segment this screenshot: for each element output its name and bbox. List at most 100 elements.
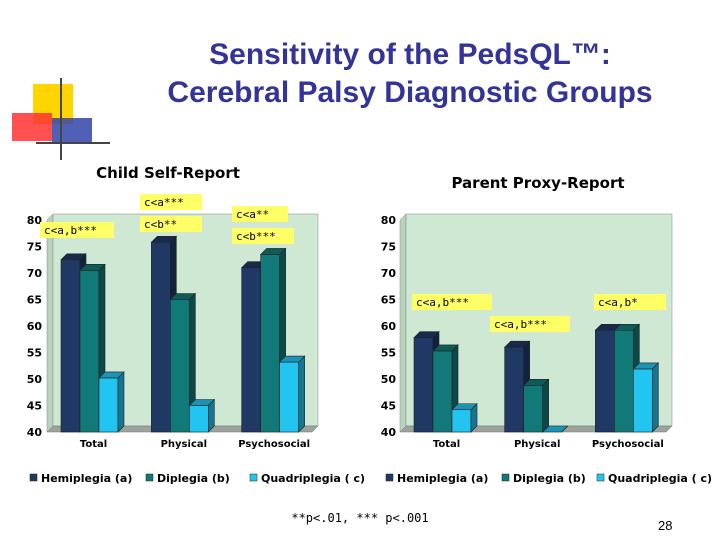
charts-area: Child Self-Report 40 45 50 55 60 65 70 75 80 Total… xyxy=(27,164,712,485)
bar-front xyxy=(151,241,171,433)
bar xyxy=(79,263,106,433)
annotation-text: c<a*** xyxy=(144,196,184,209)
category-label: Total xyxy=(80,439,107,450)
annotation-text: c<b*** xyxy=(236,230,276,243)
chart-2: Parent Proxy-Report 40 45 50 55 60 65 70 75 80 Tot… xyxy=(381,174,712,485)
y-tick-label: 60 xyxy=(27,320,43,333)
y-tick-label: 70 xyxy=(381,267,397,280)
category-label: Physical xyxy=(161,439,207,450)
legend-label: Diplegia (b) xyxy=(513,472,586,485)
bar-front xyxy=(260,254,280,433)
annotation-text: c<a** xyxy=(236,208,269,221)
logo-blue-square xyxy=(52,118,92,144)
y-tick-label: 40 xyxy=(27,426,43,439)
significance-footnote: **p<.01, *** p<.001 xyxy=(291,511,429,525)
y-tick-label: 50 xyxy=(27,373,43,386)
bar-front xyxy=(451,409,472,433)
page-number: 28 xyxy=(658,518,673,533)
bar xyxy=(188,398,216,433)
bar-front xyxy=(241,267,261,433)
y-tick-label: 80 xyxy=(27,214,43,227)
decorative-logo xyxy=(12,78,110,160)
annotation-text: c<a,b*** xyxy=(494,318,547,331)
y-tick-label: 65 xyxy=(381,294,396,307)
annotation-box xyxy=(140,216,202,232)
annotation-box xyxy=(594,294,666,310)
significance-annotation: c<a,b*** xyxy=(412,294,492,310)
bar-front xyxy=(595,329,615,433)
y-tick-label: 45 xyxy=(381,400,396,413)
bar-front xyxy=(413,337,434,433)
plot-side-wall xyxy=(46,213,54,433)
significance-annotation: c<b*** xyxy=(232,228,294,244)
significance-annotation: c<a,b*** xyxy=(40,222,114,238)
bar xyxy=(98,371,125,433)
legend-label: Hemiplegia (a) xyxy=(41,472,132,485)
legend-swatch xyxy=(385,473,394,482)
significance-annotation: c<a** xyxy=(232,206,288,222)
annotation-text: c<a,b*** xyxy=(44,224,97,237)
chart-1: Child Self-Report 40 45 50 55 60 65 70 75 80 Total… xyxy=(27,164,365,485)
bar-side xyxy=(542,378,549,433)
significance-annotation: c<a,b*** xyxy=(490,316,570,332)
bar-side xyxy=(208,398,215,433)
y-tick-label: 70 xyxy=(27,267,43,280)
bar xyxy=(451,403,478,433)
slide-title-line1: Sensitivity of the PedsQL™: xyxy=(209,38,611,71)
legend-swatch xyxy=(249,473,258,482)
bar-side xyxy=(117,371,125,433)
legend-label: Diplegia (b) xyxy=(157,472,230,485)
bar-front xyxy=(614,329,634,433)
y-tick-label: 80 xyxy=(381,214,397,227)
plot-side-wall xyxy=(399,213,407,433)
annotation-text: c<a,b* xyxy=(598,296,638,309)
bar xyxy=(169,292,197,433)
y-tick-label: 45 xyxy=(27,400,42,413)
bar xyxy=(632,362,660,433)
annotation-box xyxy=(232,206,288,222)
logo-red-square xyxy=(12,113,52,141)
y-tick-label: 55 xyxy=(27,347,42,360)
y-tick-label: 65 xyxy=(27,294,42,307)
category-label: Total xyxy=(433,439,460,450)
y-tick-label: 60 xyxy=(381,320,397,333)
bar-front xyxy=(79,270,100,433)
slide-title-line2: Cerebral Palsy Diagnostic Groups xyxy=(167,76,653,109)
chart-title: Child Self-Report xyxy=(96,164,240,182)
bar-side xyxy=(470,403,478,433)
legend-swatch xyxy=(145,473,154,482)
bar-side xyxy=(652,362,659,433)
annotation-box xyxy=(490,316,570,332)
category-label: Psychosocial xyxy=(592,439,664,450)
slide-title: Sensitivity of the PedsQL™: Cerebral Pal… xyxy=(110,36,710,112)
bar-front xyxy=(60,259,81,433)
legend-swatch xyxy=(596,473,605,482)
annotation-box xyxy=(412,294,492,310)
bar-front xyxy=(279,361,299,433)
bar-front xyxy=(98,377,119,433)
legend-label: Hemiplegia (a) xyxy=(397,472,488,485)
annotation-box xyxy=(40,222,114,238)
bar-front xyxy=(633,368,653,433)
bar-front xyxy=(432,350,453,433)
bar-front xyxy=(189,405,209,433)
annotation-box xyxy=(232,228,294,244)
significance-annotation: c<a,b* xyxy=(594,294,666,310)
y-tick-label: 75 xyxy=(381,241,396,254)
y-tick-label: 75 xyxy=(27,241,42,254)
significance-annotation: c<b** xyxy=(140,216,202,232)
y-tick-label: 50 xyxy=(381,373,397,386)
bar-front xyxy=(504,346,524,433)
bar-front xyxy=(170,299,190,433)
annotation-box xyxy=(140,194,202,210)
y-tick-label: 55 xyxy=(381,347,396,360)
bar xyxy=(541,425,569,433)
bar xyxy=(522,378,550,433)
category-label: Psychosocial xyxy=(238,439,310,450)
y-tick-label: 40 xyxy=(381,426,397,439)
annotation-text: c<b** xyxy=(144,218,177,231)
category-label: Physical xyxy=(514,439,560,450)
significance-annotation: c<a*** xyxy=(140,194,202,210)
bar-front xyxy=(523,385,543,433)
legend-label: Quadriplegia ( c) xyxy=(261,472,365,485)
